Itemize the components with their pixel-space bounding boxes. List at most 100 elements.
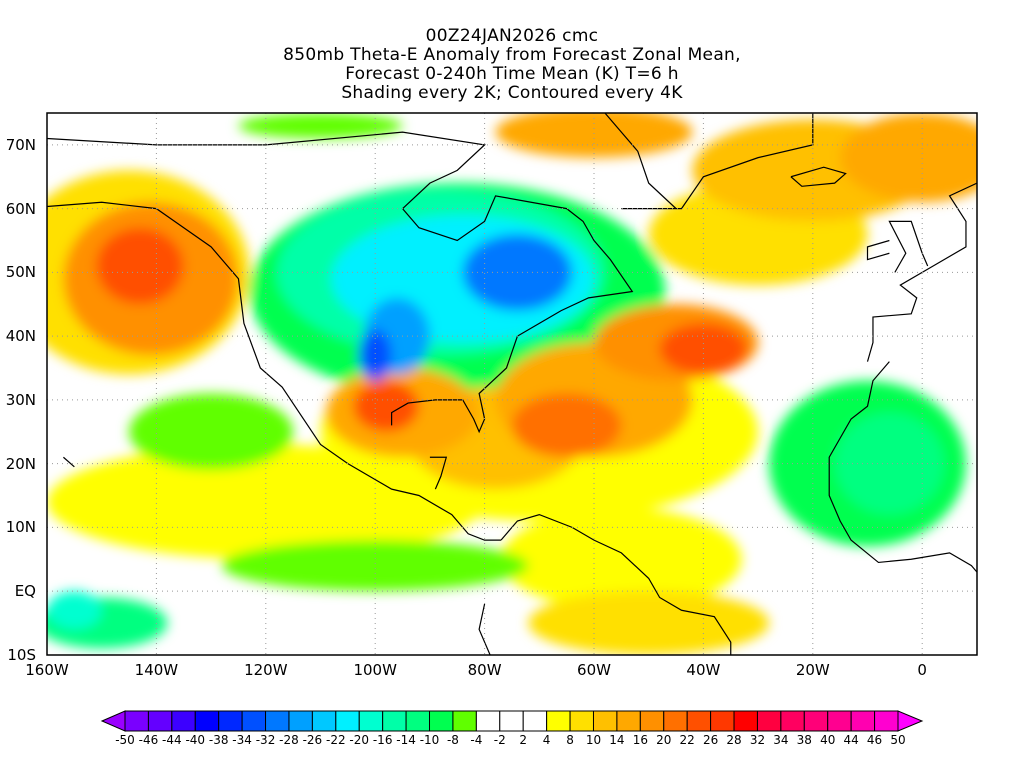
coastline (47, 131, 634, 434)
colorbar-label: 46 (866, 733, 883, 747)
colorbar-label: -4 (470, 733, 483, 747)
anomaly-region (238, 113, 403, 139)
colorbar-label: 10 (585, 733, 602, 747)
colorbar-box (288, 710, 313, 732)
anomaly-region (495, 113, 693, 158)
colorbar-box (499, 710, 524, 732)
coastline (478, 603, 491, 655)
colorbar-under-arrow (100, 710, 126, 732)
coastline (790, 166, 847, 187)
colorbar-label: -50 (115, 733, 135, 747)
colorbar-box (639, 710, 665, 732)
colorbar-box (171, 710, 196, 732)
colorbar-label: 34 (773, 733, 789, 747)
colorbar-box (335, 710, 360, 732)
colorbar-box (874, 710, 899, 732)
colorbar-label: 16 (632, 733, 648, 747)
colorbar-label: -38 (208, 733, 229, 747)
colorbar-label: -26 (302, 733, 323, 747)
coastlines (47, 113, 977, 655)
colorbar-box (405, 710, 431, 732)
anomaly-region (96, 227, 184, 305)
x-tick-label: 140W (134, 661, 179, 679)
coastline (47, 201, 502, 541)
coastline (888, 220, 929, 273)
coastline (621, 113, 814, 210)
colorbar-label: -20 (349, 733, 370, 747)
colorbar-label: 50 (890, 733, 906, 747)
colorbar-label: -28 (279, 733, 299, 747)
colorbar-label: 44 (843, 733, 859, 747)
x-tick-label: 0 (917, 661, 927, 679)
coastline (866, 239, 890, 261)
shaded-field (47, 113, 977, 655)
anomaly-region (47, 591, 102, 630)
colorbar-box (218, 710, 243, 732)
y-tick-label: 50N (5, 263, 36, 282)
colorbar-box (592, 710, 618, 732)
colorbar-box (452, 710, 477, 732)
colorbar-label: 20 (656, 733, 672, 747)
colorbar-label: -14 (396, 733, 416, 747)
title-variable: 850mb Theta-E Anomaly from Forecast Zona… (283, 45, 741, 65)
colorbar-box (124, 710, 149, 732)
x-tick-label: 100W (353, 661, 397, 679)
colorbar-box (616, 710, 641, 732)
colorbar-box (147, 710, 173, 732)
colorbar-label: -46 (138, 733, 159, 747)
y-tick-label: 20N (5, 454, 36, 473)
colorbar-label: 38 (796, 733, 812, 747)
y-tick-label: 30N (5, 390, 36, 409)
colorbar-label: -2 (493, 733, 506, 747)
plot-frame (46, 112, 978, 656)
anomaly-region (501, 508, 742, 611)
colorbar-box (780, 710, 805, 732)
y-tick-label: 60N (5, 199, 36, 218)
coastline (63, 456, 75, 468)
coastline (429, 456, 448, 490)
coastline (500, 513, 732, 655)
colorbar-label: -44 (162, 733, 182, 747)
anomaly-region (358, 329, 392, 381)
colorbar-label: 14 (609, 733, 625, 747)
x-tick-label: 160W (25, 661, 69, 679)
coastline (604, 113, 677, 210)
colorbar-box (686, 710, 712, 732)
colorbar-box (569, 710, 594, 732)
y-tick-label: 70N (5, 135, 36, 154)
colorbar-label: -10 (419, 733, 440, 747)
anomaly-region (528, 591, 770, 655)
y-tick-label: 10S (7, 645, 36, 664)
colorbar (100, 710, 924, 732)
colorbar-box (429, 710, 454, 732)
colorbar-box (733, 710, 758, 732)
colorbar-label: 8 (566, 733, 574, 747)
title-shading-info: Shading every 2K; Contoured every 4K (341, 83, 683, 103)
colorbar-box (850, 710, 876, 732)
anomaly-region (834, 412, 945, 515)
anomaly-region (840, 113, 977, 203)
colorbar-box (522, 710, 548, 732)
anomaly-region (511, 393, 622, 458)
colorbar-label: 40 (820, 733, 836, 747)
x-tick-label: 60W (577, 661, 611, 679)
colorbar-box (756, 710, 782, 732)
colorbar-label: 22 (679, 733, 695, 747)
colorbar-label: -34 (232, 733, 252, 747)
y-tick-label: 10N (5, 518, 36, 537)
coastline (828, 361, 977, 573)
colorbar-label: 26 (702, 733, 719, 747)
colorbar-label: -32 (255, 733, 276, 747)
anomaly-region (353, 380, 419, 432)
colorbar-over-arrow (897, 710, 924, 732)
x-tick-label: 120W (244, 661, 288, 679)
colorbar-box (194, 710, 220, 732)
anomaly-region (222, 540, 529, 592)
colorbar-box (803, 710, 829, 732)
anomaly-region (129, 393, 294, 470)
colorbar-label: 32 (749, 733, 766, 747)
colorbar-box (827, 710, 852, 732)
colorbar-box (710, 710, 735, 732)
colorbar-box (241, 710, 267, 732)
